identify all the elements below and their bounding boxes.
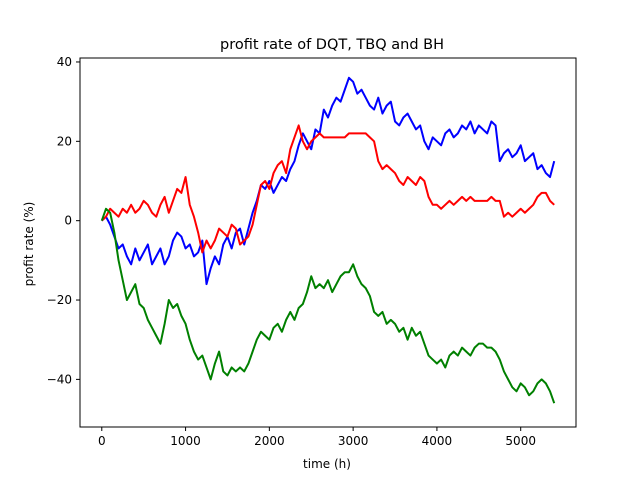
- plot-frame: [79, 57, 577, 428]
- y-tick-label: −40: [47, 372, 72, 386]
- y-axis-label: profit rate (%): [22, 202, 36, 287]
- y-tick-label: 20: [57, 134, 72, 148]
- x-tick-label: 1000: [170, 434, 201, 448]
- series-layer: [100, 76, 556, 404]
- y-tick-label: −20: [47, 293, 72, 307]
- x-tick-label: 3000: [338, 434, 369, 448]
- y-axis-ticks: −40 −20 0 20 40: [47, 55, 80, 386]
- y-tick-label: 0: [64, 214, 72, 228]
- series-line-2: [101, 124, 555, 254]
- series-line-3: [100, 207, 556, 404]
- x-tick-label: 5000: [505, 434, 536, 448]
- series-line-1: [101, 76, 556, 286]
- y-tick-label: 40: [57, 55, 72, 69]
- x-axis-ticks: 0 1000 2000 3000 4000 5000: [98, 427, 536, 448]
- chart-title: profit rate of DQT, TBQ and BH: [220, 37, 444, 53]
- x-tick-label: 2000: [254, 434, 285, 448]
- x-tick-label: 0: [98, 434, 106, 448]
- x-axis-label: time (h): [303, 457, 351, 471]
- x-tick-label: 4000: [422, 434, 453, 448]
